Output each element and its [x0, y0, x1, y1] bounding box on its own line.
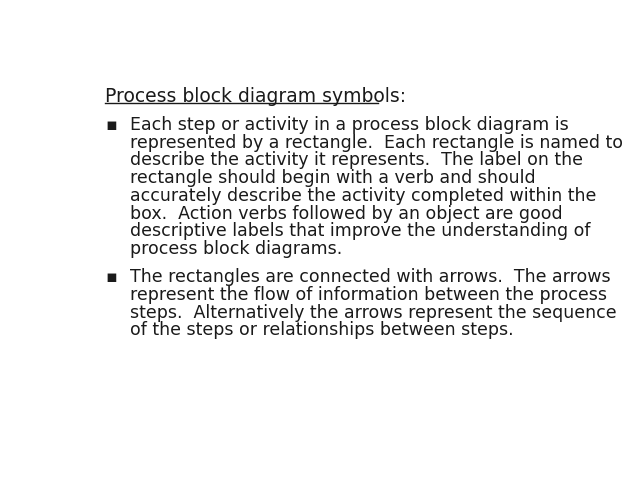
Text: of the steps or relationships between steps.: of the steps or relationships between st…	[129, 322, 513, 339]
Text: ▪: ▪	[105, 116, 116, 134]
Text: steps.  Alternatively the arrows represent the sequence: steps. Alternatively the arrows represen…	[129, 304, 616, 322]
Text: represent the flow of information between the process: represent the flow of information betwee…	[129, 286, 607, 304]
Text: ▪: ▪	[105, 268, 116, 286]
Text: rectangle should begin with a verb and should: rectangle should begin with a verb and s…	[129, 169, 535, 187]
Text: describe the activity it represents.  The label on the: describe the activity it represents. The…	[129, 152, 582, 169]
Text: descriptive labels that improve the understanding of: descriptive labels that improve the unde…	[129, 222, 590, 240]
Text: The rectangles are connected with arrows.  The arrows: The rectangles are connected with arrows…	[129, 268, 610, 286]
Text: Process block diagram symbols:: Process block diagram symbols:	[105, 87, 406, 106]
Text: Each step or activity in a process block diagram is: Each step or activity in a process block…	[129, 116, 568, 134]
Text: represented by a rectangle.  Each rectangle is named to: represented by a rectangle. Each rectang…	[129, 134, 623, 152]
Text: accurately describe the activity completed within the: accurately describe the activity complet…	[129, 187, 596, 205]
Text: box.  Action verbs followed by an object are good: box. Action verbs followed by an object …	[129, 204, 562, 223]
Text: process block diagrams.: process block diagrams.	[129, 240, 342, 258]
